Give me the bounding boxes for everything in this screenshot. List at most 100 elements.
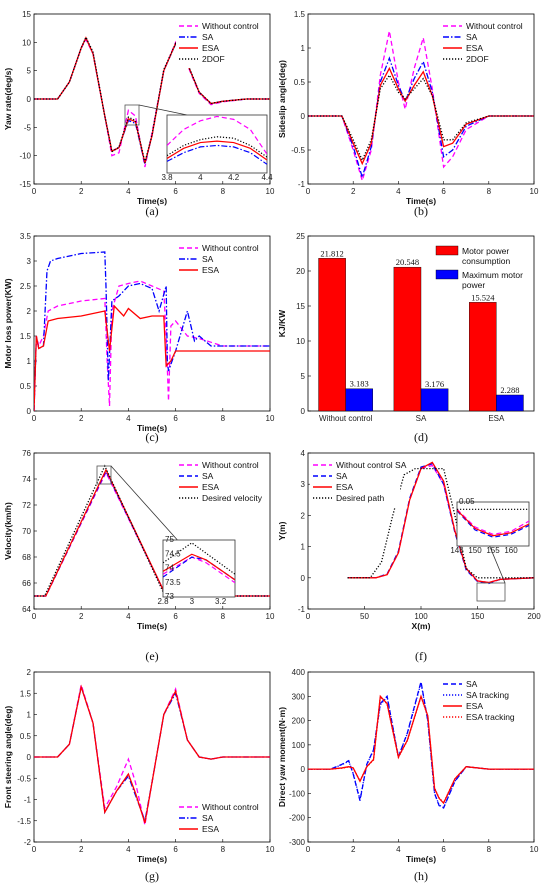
legend-entry: Desired velocity	[202, 493, 263, 503]
x-tick-label: 50	[360, 612, 369, 621]
chart-panel-g: -2 -1.5 -1 -0.5 0 0.5 1 1.5 2 Front steering angl…	[3, 668, 275, 883]
inset-tick-label: 4.4	[261, 173, 273, 182]
series-line	[34, 280, 270, 411]
legend-entry: Without control SA	[336, 460, 407, 470]
x-tick-label: 6	[173, 414, 178, 423]
y-tick-label: 100	[292, 741, 306, 750]
x-tick-label: 0	[32, 414, 37, 423]
series-line	[308, 681, 534, 809]
x-tick-label: 4	[126, 612, 131, 621]
x-tick-label: 2	[79, 612, 84, 621]
x-tick-label: 200	[527, 612, 541, 621]
y-axis-label: Motor loss power(KW)	[3, 278, 13, 368]
y-tick-label: -1	[298, 605, 306, 614]
y-tick-label: 0	[27, 407, 32, 416]
x-tick-label: 0	[306, 612, 311, 621]
y-tick-label: -0.5	[291, 146, 305, 155]
chart-panel-d: 0 5 10 15 20 25 KJ/KW Without control 21.812 3.18…	[277, 232, 535, 444]
y-tick-label: 1.5	[20, 689, 32, 698]
y-tick-label: -0.5	[17, 774, 31, 783]
inset-tick-label: 75	[165, 535, 174, 544]
legend-entry: Without control	[202, 21, 259, 31]
x-tick-label: 0	[306, 187, 311, 196]
bar	[496, 394, 524, 412]
legend-entry: Motor power	[462, 246, 509, 256]
legend-entry: ESA	[466, 701, 483, 711]
y-tick-label: 2	[27, 668, 32, 677]
x-axis-label: Time(s)	[137, 196, 167, 206]
y-tick-label: 0	[27, 95, 32, 104]
y-tick-label: -100	[289, 789, 306, 798]
x-tick-label: 8	[221, 612, 226, 621]
y-tick-label: 1	[301, 543, 306, 552]
x-tick-label: 8	[487, 187, 492, 196]
legend-entry: SA	[466, 679, 478, 689]
y-tick-label: 0	[301, 112, 306, 121]
y-tick-label: 70	[22, 527, 31, 536]
y-tick-label: -1.5	[17, 817, 31, 826]
panel-caption: (e)	[145, 649, 158, 663]
inset-frame	[162, 539, 236, 598]
y-tick-label: -200	[289, 814, 306, 823]
chart-panel-c: 0 0.5 1 1.5 2 2.5 3 3.5 Motor loss power(KW) 0 2 4 6…	[3, 232, 275, 444]
y-tick-label: 5	[301, 372, 306, 381]
data-label: 15.524	[471, 292, 495, 302]
y-tick-label: 200	[292, 717, 306, 726]
x-tick-label: 0	[32, 845, 37, 854]
inset-tick-label: 0.05	[459, 497, 475, 506]
x-tick-label: 150	[471, 612, 485, 621]
series-line	[34, 464, 270, 597]
inset-tick-label: 4	[198, 173, 203, 182]
x-tick-label: 6	[441, 845, 446, 854]
inset-tick-label: 150	[468, 546, 482, 555]
chart-panel-a: -15 -10 -5 0 5 10 15 Yaw rate(deg/s) 0 2 4 6 8 10 Time…	[3, 10, 275, 218]
data-label: 21.812	[320, 248, 343, 258]
data-label: 3.176	[425, 379, 444, 389]
y-tick-label: 0.5	[20, 732, 32, 741]
legend-entry: SA	[202, 254, 214, 264]
bar	[420, 388, 449, 412]
legend-entry: Desired path	[336, 493, 384, 503]
y-tick-label: 1	[27, 711, 32, 720]
y-tick-label: 0.5	[20, 382, 32, 391]
legend-entry: SA	[202, 32, 214, 42]
inset-series-line	[167, 140, 267, 161]
x-tick-label: 2	[79, 414, 84, 423]
x-tick-label: 8	[221, 414, 226, 423]
y-tick-label: 15	[296, 302, 305, 311]
y-tick-label: 74	[22, 475, 31, 484]
inset-series-line	[457, 508, 529, 535]
inset-series-line	[167, 115, 267, 155]
legend-entry: Maximum motor	[462, 270, 523, 280]
series-line	[34, 35, 270, 163]
x-axis-label: Time(s)	[406, 854, 436, 864]
series-line	[308, 66, 534, 166]
x-tick-label: 6	[173, 845, 178, 854]
series-line	[34, 304, 270, 411]
inset-series-line	[457, 510, 529, 538]
inset-tick-label: 74.5	[165, 549, 181, 558]
y-tick-label: 76	[22, 449, 31, 458]
y-tick-label: 300	[292, 692, 306, 701]
x-tick-label: 0	[32, 612, 37, 621]
x-tick-label: 10	[530, 187, 539, 196]
legend-entry: SA	[466, 32, 478, 42]
series-line	[308, 694, 534, 804]
y-axis-label: KJ/KW	[277, 309, 287, 337]
zoom-arrow	[138, 104, 188, 116]
y-axis-label: Yaw rate(deg/s)	[3, 68, 13, 131]
inset-series-line	[163, 556, 235, 584]
y-tick-label: 0	[301, 574, 306, 583]
y-tick-label: 1	[27, 357, 32, 366]
legend-entry: 2DOF	[202, 54, 225, 64]
x-tick-label: 8	[487, 845, 492, 854]
x-tick-label: 10	[266, 187, 275, 196]
inset-tick-label: 3	[190, 597, 195, 606]
x-tick-label: 6	[173, 612, 178, 621]
data-label: 3.183	[350, 379, 369, 389]
y-tick-label: -2	[24, 838, 32, 847]
inset-tick-label: 155	[486, 546, 500, 555]
